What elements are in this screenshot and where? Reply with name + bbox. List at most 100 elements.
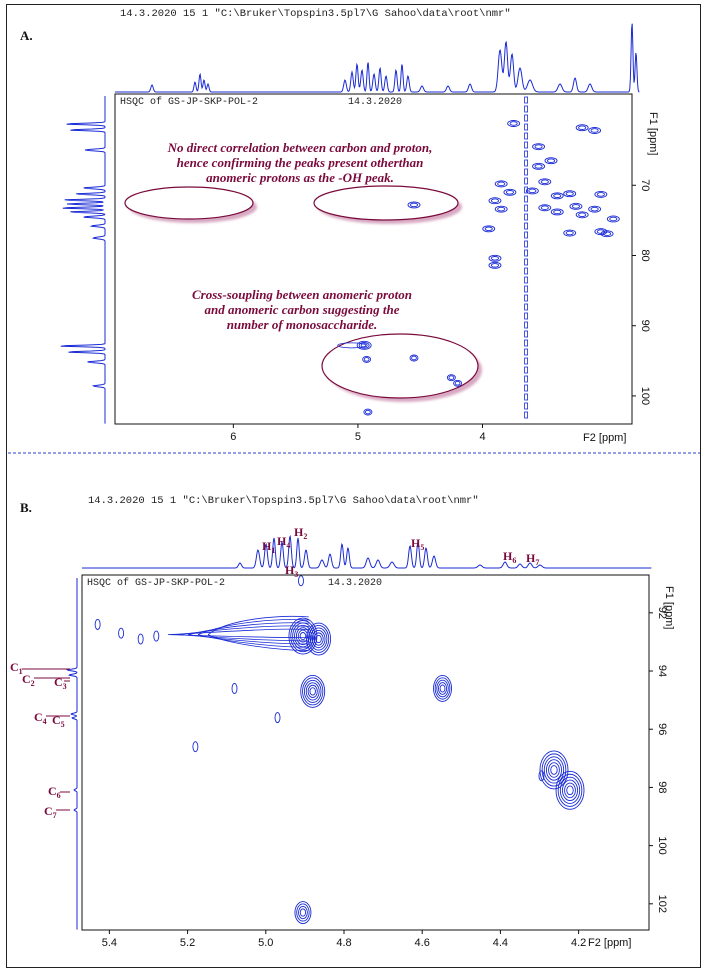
cross-peak (298, 575, 304, 587)
h6-label: H6 (503, 549, 516, 565)
cross-peak (300, 674, 326, 708)
panel-b-y-ticks: 92 94 96 98 100 102 (649, 607, 668, 913)
cross-peak (569, 202, 583, 210)
streak-segment (524, 258, 529, 266)
cross-peak (606, 215, 620, 223)
panel-a-ellipse-oh-1 (124, 186, 254, 220)
y-tick-label: 102 (656, 895, 668, 913)
x-tick-label: 4.2 (571, 937, 586, 949)
cross-peak (550, 208, 564, 216)
cross-peak (488, 197, 502, 205)
panel-a-note-top-3: anomeric protons as the -OH peak. (206, 170, 394, 185)
x-tick-label: 4.8 (336, 937, 351, 949)
cross-peak (538, 204, 552, 212)
cross-peak (453, 379, 463, 387)
panel-a-x-axis-label: F2 [ppm] (583, 432, 626, 444)
cross-peak (231, 683, 238, 694)
panel-a-f2-projection (115, 23, 640, 93)
panel-b-plot-area (81, 574, 650, 931)
streak-segment (524, 267, 529, 275)
x-tick-label: 5 (355, 431, 361, 443)
streak-segment (524, 114, 529, 122)
h1-label: H1 (262, 539, 275, 555)
cross-peak (525, 187, 539, 195)
x-tick-label: 4.4 (493, 937, 508, 949)
cross-peak (544, 157, 558, 165)
panel-b: B. 14.3.2020 15 1 "C:\Bruker\Topspin3.5p… (10, 495, 675, 949)
cross-peak (575, 124, 589, 132)
cross-peak (588, 205, 602, 213)
x-tick-label: 5.4 (102, 937, 117, 949)
y-tick-label: 94 (656, 665, 668, 677)
c5-label: C5 (52, 713, 65, 729)
cross-peak (538, 178, 552, 186)
cross-peak (137, 633, 144, 645)
y-tick-label: 80 (639, 249, 651, 261)
cross-peak (363, 408, 373, 416)
streak-segment (524, 222, 529, 230)
streak-segment (524, 141, 529, 149)
cross-peak (563, 229, 577, 237)
x-tick-label: 4.6 (415, 937, 430, 949)
streak-segment (524, 213, 529, 221)
streak-segment (524, 393, 529, 401)
y-tick-label: 100 (656, 836, 668, 854)
panel-a-note-bottom-3: number of monosaccharide. (227, 317, 378, 332)
c6-label: C6 (48, 784, 61, 800)
cross-peak (192, 741, 199, 753)
panel-a-date: 14.3.2020 (348, 97, 402, 108)
streak-segment (524, 249, 529, 257)
streak-segment (524, 105, 529, 113)
cross-peak-tail (168, 615, 309, 651)
y-tick-label: 92 (656, 607, 668, 619)
streak-segment (524, 366, 529, 374)
h2-label: H2 (294, 525, 307, 541)
cross-peak (446, 374, 456, 382)
y-tick-label: 90 (639, 320, 651, 332)
streak-segment (524, 150, 529, 158)
cross-peak (294, 901, 312, 924)
panel-b-f2-projection (82, 534, 652, 569)
streak-segment (524, 411, 529, 419)
panel-b-header: 14.3.2020 15 1 "C:\Bruker\Topspin3.5pl7\… (88, 495, 479, 507)
cross-peak (409, 354, 419, 362)
cross-peak (118, 627, 125, 639)
y-tick-label: 100 (639, 387, 651, 405)
cross-peak (550, 192, 564, 200)
cross-peak (494, 205, 508, 213)
cross-peak (94, 619, 101, 630)
cross-peak (482, 225, 496, 233)
panel-b-date: 14.3.2020 (328, 578, 382, 589)
cross-peak (600, 230, 614, 238)
panel-a-title: HSQC of GS-JP-SKP-POL-2 (120, 96, 258, 108)
h3-label: H3 (285, 563, 298, 579)
streak-segment (524, 177, 529, 185)
c1-label: C1 (10, 660, 23, 676)
cross-peak (494, 180, 508, 188)
cross-peak (555, 770, 585, 810)
x-tick-label: 4 (479, 431, 485, 443)
panel-a-ellipse-anomeric (321, 333, 479, 399)
streak-segment (524, 294, 529, 302)
streak-segment (524, 357, 529, 365)
panel-b-label: B. (20, 500, 32, 515)
streak-segment (524, 348, 529, 356)
cross-peak (563, 190, 577, 198)
cross-peak (594, 190, 608, 198)
streak-segment (524, 384, 529, 392)
cross-peak (539, 750, 569, 790)
streak-segment (524, 312, 529, 320)
panel-a-note-top-1: No direct correlation between carbon and… (167, 140, 433, 155)
y-tick-label: 96 (656, 723, 668, 735)
streak-segment (524, 195, 529, 203)
panel-b-title: HSQC of GS-JP-SKP-POL-2 (87, 577, 225, 589)
panel-a-x-ticks: 6 5 4 (230, 424, 486, 443)
panel-a-plot-area (114, 93, 633, 425)
c7-label: C7 (44, 804, 57, 820)
h7-label: H7 (526, 551, 539, 567)
streak-segment (524, 204, 529, 212)
cross-peak (488, 261, 502, 269)
x-tick-label: 5.0 (258, 937, 273, 949)
panel-b-cross-peaks (94, 575, 585, 924)
